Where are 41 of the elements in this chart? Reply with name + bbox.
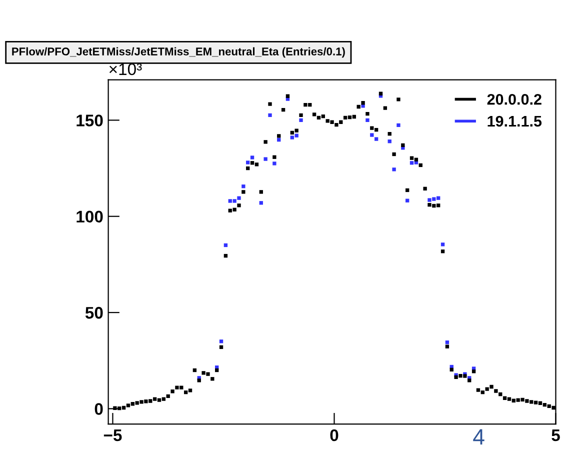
point	[250, 156, 254, 160]
point	[370, 133, 374, 137]
point	[237, 196, 241, 200]
point	[290, 136, 294, 140]
point	[406, 198, 410, 202]
point	[445, 340, 450, 344]
point	[228, 199, 232, 203]
point	[410, 161, 414, 165]
point	[366, 118, 370, 122]
y-tick-label: 0	[94, 403, 103, 415]
point	[388, 140, 392, 144]
point	[428, 198, 432, 202]
text: ×10³	[109, 63, 142, 76]
x-tick-label: 0	[330, 429, 338, 442]
x-tick-label: −5	[104, 430, 122, 442]
point	[432, 197, 436, 201]
point	[232, 199, 236, 203]
point	[299, 118, 303, 122]
point	[436, 196, 440, 200]
point	[268, 113, 272, 118]
y-tick-label: 150	[76, 114, 103, 126]
point	[396, 123, 400, 128]
point	[242, 184, 246, 188]
point	[219, 340, 224, 344]
point	[224, 243, 228, 248]
y-tick-label: 50	[85, 306, 103, 319]
text: 4	[473, 429, 484, 445]
y-tick-label: 100	[76, 210, 103, 223]
x-tick-label: 5	[552, 430, 560, 442]
chart-title: PFlow/PFO_JetETMiss/JetETMiss_EM_neutral_Eta (Entries/0.1)	[12, 47, 345, 58]
legend-label: 19.1.1.5	[488, 116, 542, 127]
point	[392, 168, 396, 172]
legend-label: 20.0.0.2	[487, 94, 542, 105]
point	[259, 201, 263, 205]
point	[272, 162, 276, 166]
point	[246, 160, 250, 164]
point	[277, 138, 281, 142]
point	[264, 157, 268, 161]
point	[440, 242, 445, 246]
point	[374, 137, 378, 141]
point	[294, 134, 298, 138]
